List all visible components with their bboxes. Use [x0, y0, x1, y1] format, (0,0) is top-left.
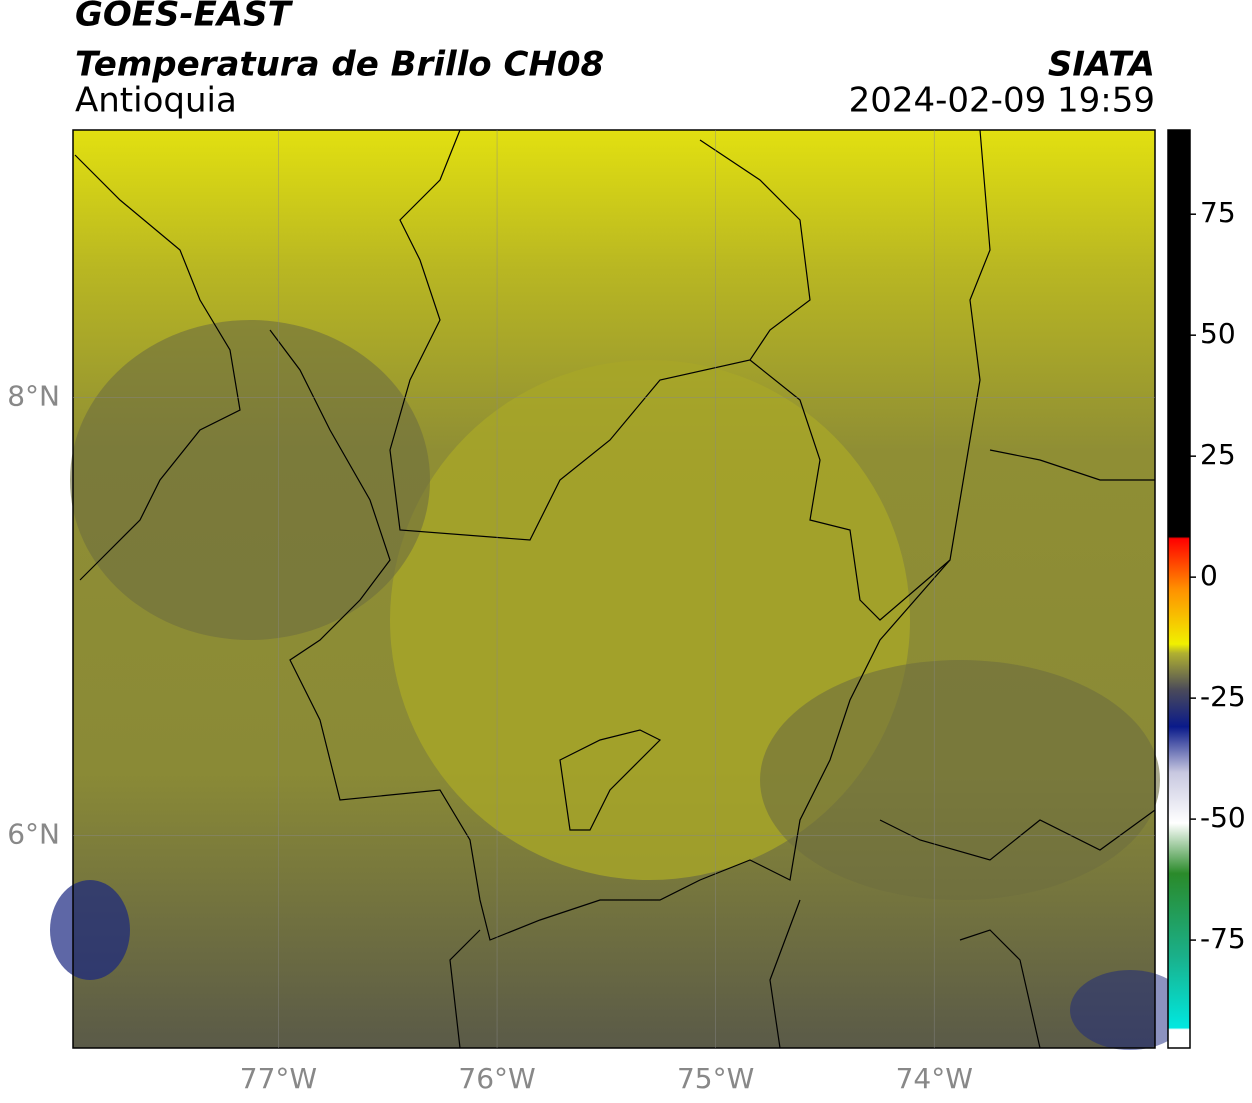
cool-region — [70, 320, 430, 640]
y-tick-label: 6°N — [7, 817, 60, 850]
subtitle: Temperatura de Brillo CH08 — [75, 45, 604, 85]
colorbar-tick-label: 0 — [1200, 559, 1218, 592]
title: GOES-EAST — [75, 0, 294, 35]
border — [879, 809, 1156, 861]
colorbar-tick-label: 75 — [1200, 196, 1236, 229]
border — [559, 729, 662, 831]
x-tick-label: 74°W — [896, 1062, 973, 1095]
cool-region — [760, 660, 1160, 900]
y-tick-label: 8°N — [7, 379, 60, 412]
datetime: 2024-02-09 19:59 — [849, 81, 1155, 121]
cold-region — [1070, 970, 1190, 1050]
x-tick-label: 77°W — [240, 1062, 317, 1095]
colorbar-tick-label: -75 — [1200, 922, 1246, 955]
colorbar-tick-label: 25 — [1200, 438, 1236, 471]
colorbar-tick-label: -25 — [1200, 680, 1246, 713]
colorbar-tick-label: -50 — [1200, 801, 1246, 834]
border — [389, 129, 811, 541]
border — [989, 449, 1155, 481]
region: Antioquia — [75, 81, 237, 121]
border — [449, 899, 1041, 1049]
x-tick-label: 76°W — [458, 1062, 535, 1095]
map — [50, 129, 1190, 1050]
colorbar-tick-label: 50 — [1200, 317, 1236, 350]
x-tick-label: 75°W — [677, 1062, 754, 1095]
border — [74, 154, 241, 581]
colorbar — [1167, 129, 1191, 1049]
source: SIATA — [1048, 45, 1155, 85]
map-frame — [72, 129, 1156, 1049]
border — [749, 129, 991, 621]
border — [269, 329, 951, 941]
cold-region — [50, 880, 130, 980]
